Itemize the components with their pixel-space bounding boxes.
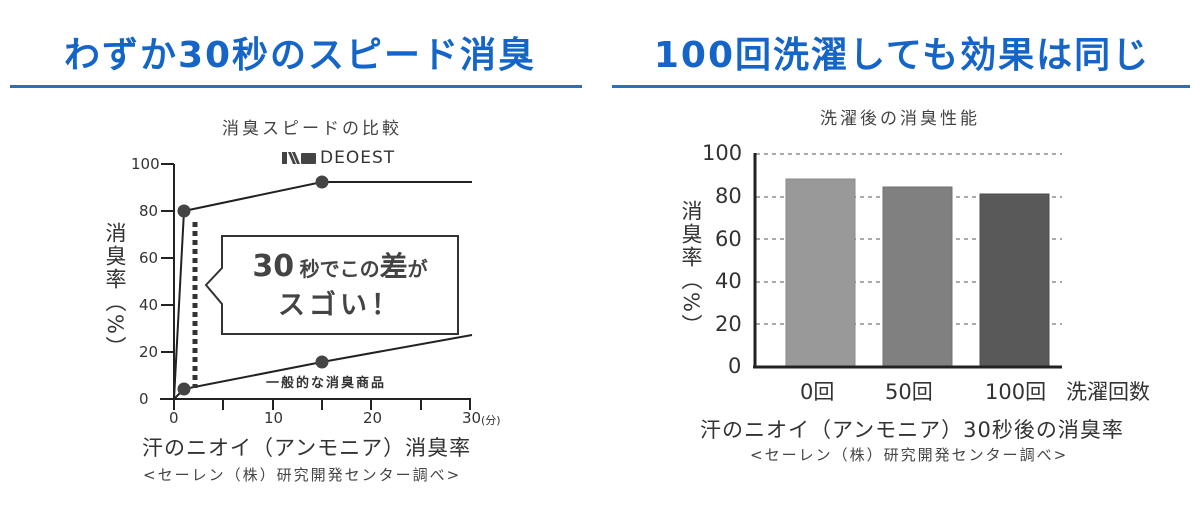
bar-chart-source: <セーレン（株）研究開発センター調べ> xyxy=(750,446,1069,464)
line-chart-y-label: 消臭率（%） xyxy=(103,222,127,359)
bar-chart-title: 洗濯後の消臭性能 xyxy=(820,109,980,129)
bar-category-0: 0回 xyxy=(800,380,835,404)
line-y-tick-20: 20 xyxy=(139,343,159,361)
line-y-tick-40: 40 xyxy=(139,296,159,314)
line-y-tick-80: 80 xyxy=(139,202,159,220)
callout-line-2: スゴい！ xyxy=(278,290,402,321)
bar-chart-plot xyxy=(753,153,1062,369)
callout-text-big: 差 xyxy=(379,250,408,283)
line-x-unit: (分) xyxy=(481,414,501,427)
bar-y-tick-40: 40 xyxy=(715,269,742,293)
line-x-tick-0: 0 xyxy=(169,409,179,427)
bar-y-tick-60: 60 xyxy=(715,227,742,251)
deoest-logo-icon xyxy=(282,151,316,165)
callout-line-1: 30 秒でこの差が xyxy=(222,250,458,288)
line-y-tick-0: 0 xyxy=(139,390,149,408)
line-y-tick-100: 100 xyxy=(131,155,160,173)
line-y-tick-60: 60 xyxy=(139,249,159,267)
bar-chart-caption: 汗のニオイ（アンモニア）30秒後の消臭率 xyxy=(700,418,1124,442)
callout-text: 30 秒でこの差が スゴい！ xyxy=(222,250,458,324)
line-x-tick-20: 20 xyxy=(363,409,383,427)
bar-category-50: 50回 xyxy=(885,380,933,404)
bar-x-label: 洗濯回数 xyxy=(1066,380,1150,404)
right-headline: 100回洗濯しても効果は同じ xyxy=(653,35,1151,76)
line-chart-plot xyxy=(160,163,473,410)
brand-label-text: DEOEST xyxy=(320,148,396,168)
bar-y-tick-80: 80 xyxy=(715,184,742,208)
left-headline: わずか30秒のスピード消臭 xyxy=(63,35,537,76)
line-x-tick-30: 30 xyxy=(462,409,482,427)
line-chart-source: <セーレン（株）研究開発センター調べ> xyxy=(143,466,462,484)
right-headline-rule xyxy=(612,85,1190,88)
brand-label-deoest: DEOEST xyxy=(282,148,395,168)
bar-y-tick-20: 20 xyxy=(715,312,742,336)
callout-text-mid: 秒でこの xyxy=(299,257,380,281)
callout-text-end: が xyxy=(407,257,428,281)
general-product-label: 一般的な消臭商品 xyxy=(266,376,387,391)
line-chart-title: 消臭スピードの比較 xyxy=(222,119,402,139)
line-chart-caption: 汗のニオイ（アンモニア）消臭率 xyxy=(142,436,472,460)
line-x-tick-10: 10 xyxy=(264,409,284,427)
callout-number: 30 xyxy=(252,249,295,284)
bar-y-tick-100: 100 xyxy=(702,141,743,165)
bar-y-tick-0: 0 xyxy=(728,354,742,378)
left-headline-rule xyxy=(10,85,582,88)
bar-chart-y-label: 消臭率（%） xyxy=(679,200,703,337)
bar-category-100: 100回 xyxy=(985,380,1047,404)
